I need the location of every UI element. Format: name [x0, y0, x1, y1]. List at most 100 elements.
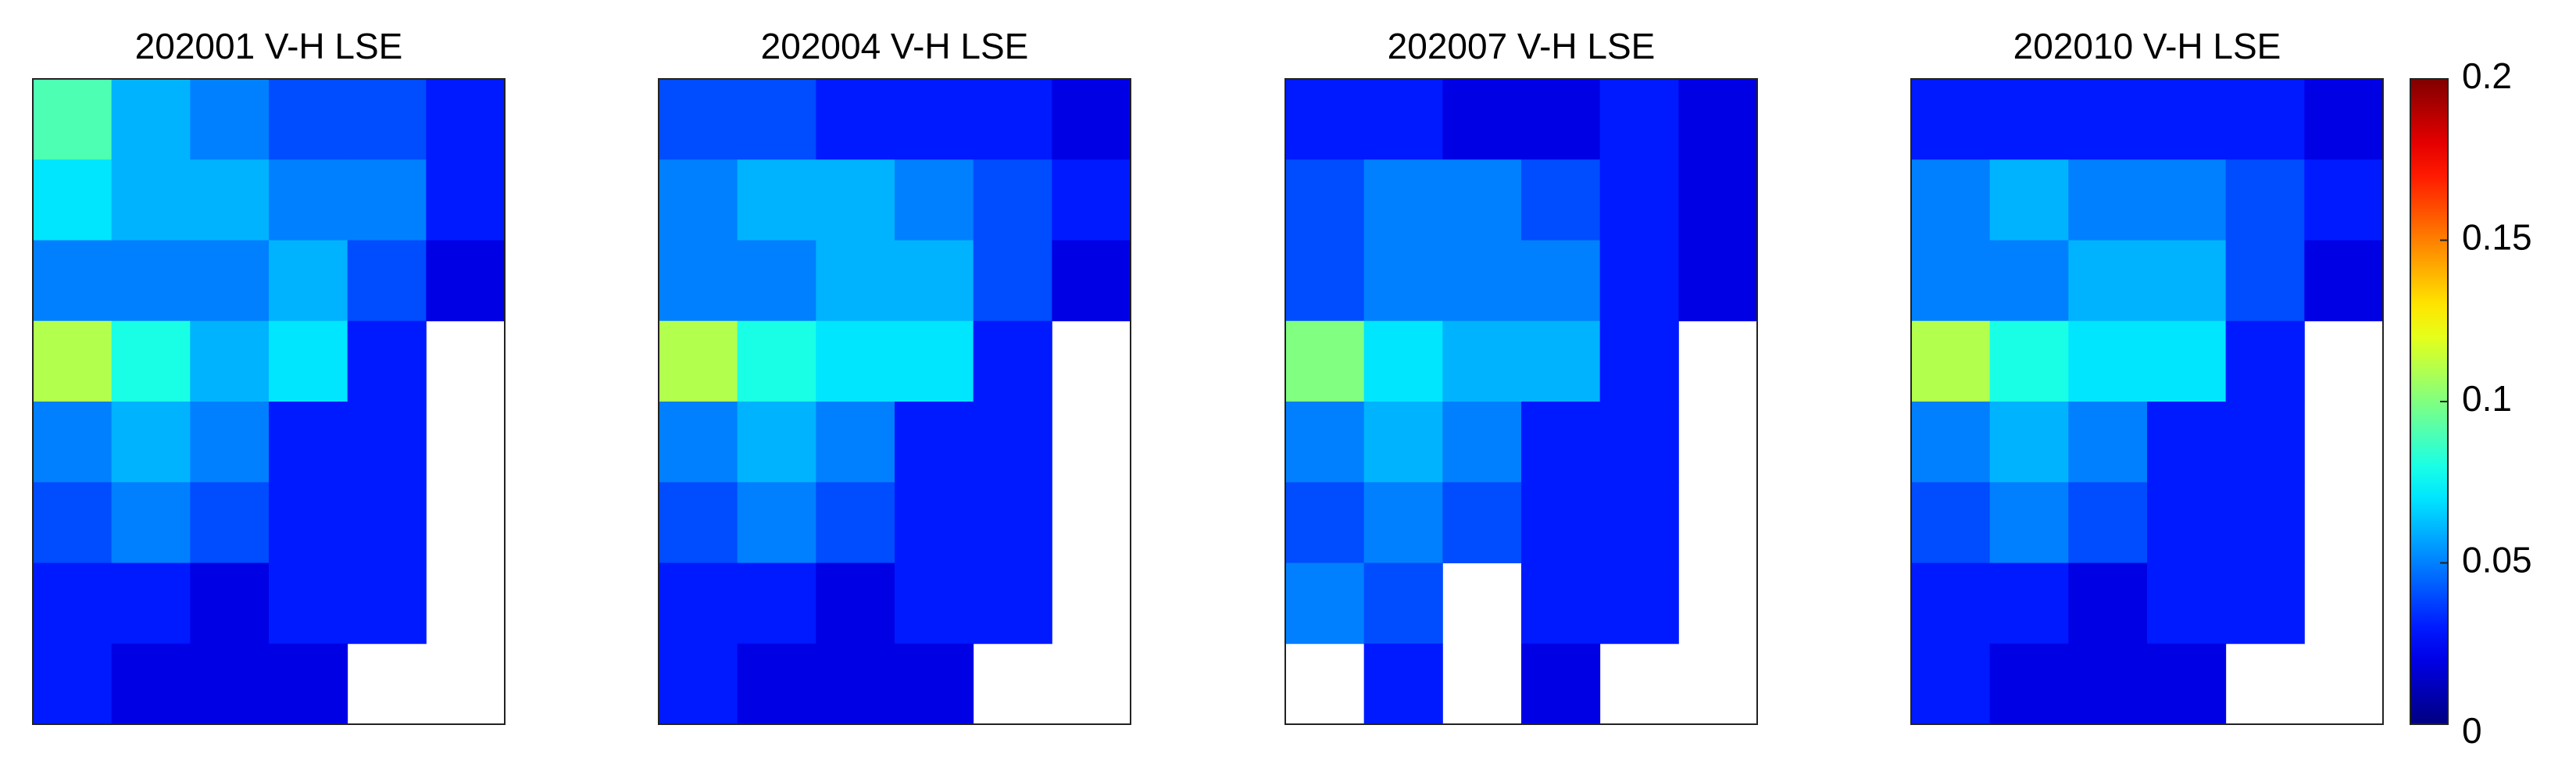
heatmap-cell	[1521, 240, 1601, 322]
heatmap-cell	[659, 240, 738, 322]
panel-title: 202001 V-H LSE	[135, 26, 403, 66]
heatmap-cell	[816, 320, 895, 402]
heatmap-cell	[347, 159, 427, 241]
heatmap-cell	[2147, 240, 2227, 322]
heatmap-cell	[347, 79, 427, 160]
heatmap-cell	[1911, 643, 1991, 725]
heatmap-cell	[1678, 159, 1758, 241]
heatmap-cell	[895, 79, 974, 160]
heatmap-cell	[1285, 402, 1365, 483]
heatmap-cell	[1052, 79, 1131, 160]
heatmap-cell	[2068, 482, 2148, 563]
heatmap-cell	[33, 482, 113, 563]
heatmap-cell	[269, 482, 348, 563]
heatmap-cell	[1442, 240, 1522, 322]
heatmap-cell	[1911, 482, 1991, 563]
heatmap-cell	[816, 159, 895, 241]
heatmap-cell	[1442, 402, 1522, 483]
heatmap-cell	[2068, 240, 2148, 322]
heatmap-cell	[816, 240, 895, 322]
heatmap-cell	[1989, 562, 2069, 645]
heatmap-cell	[2147, 79, 2227, 160]
heatmap-cell	[1599, 402, 1679, 483]
heatmap-cell	[347, 240, 427, 322]
heatmap-cell	[1989, 643, 2069, 725]
heatmap-cell	[2068, 79, 2148, 160]
heatmap-cell	[1521, 402, 1601, 483]
heatmap-cell	[2068, 562, 2148, 645]
heatmap-cell	[895, 320, 974, 402]
heatmap-cell	[895, 562, 974, 645]
heatmap-cell	[895, 482, 974, 563]
heatmap-cell	[895, 643, 974, 725]
heatmap-cell	[2225, 159, 2305, 241]
heatmap-cell	[1285, 240, 1365, 322]
heatmap-cell	[347, 402, 427, 483]
heatmap-cell	[2147, 159, 2227, 241]
heatmap-cell	[659, 159, 738, 241]
heatmap-cell	[111, 643, 191, 725]
heatmap-cell	[737, 402, 816, 483]
heatmap-cell	[2068, 320, 2148, 402]
heatmap-cell	[737, 159, 816, 241]
heatmap-cell	[973, 402, 1052, 483]
heatmap-cell	[2147, 402, 2227, 483]
heatmap-cell	[269, 643, 348, 725]
heatmap-cell	[1911, 159, 1991, 241]
heatmap-cell	[659, 402, 738, 483]
heatmap-cell	[737, 320, 816, 402]
heatmap-cell	[426, 159, 506, 241]
heatmap-cell	[1911, 402, 1991, 483]
heatmap-cell	[737, 562, 816, 645]
heatmap-cell	[1599, 79, 1679, 160]
heatmap-cell	[2147, 482, 2227, 563]
heatmap-cell	[2225, 402, 2305, 483]
heatmap-cell	[1363, 159, 1443, 241]
heatmap-cell	[2068, 402, 2148, 483]
heatmap-cell	[33, 159, 113, 241]
heatmap-cell	[111, 482, 191, 563]
heatmap-cell	[1521, 79, 1601, 160]
heatmap-cell	[111, 402, 191, 483]
heatmap-cell	[1521, 320, 1601, 402]
panel-frame	[658, 78, 1131, 725]
heatmap-cell	[1521, 643, 1601, 725]
heatmap-cell	[33, 320, 113, 402]
heatmap-cell	[190, 79, 270, 160]
heatmap-cell	[973, 79, 1052, 160]
heatmap-cell	[1363, 79, 1443, 160]
heatmap-cell	[1599, 240, 1679, 322]
heatmap-cell	[2225, 240, 2305, 322]
heatmap-cell	[269, 562, 348, 645]
heatmap-cell	[1052, 240, 1131, 322]
heatmap-cell	[1989, 79, 2069, 160]
heatmap-cell	[1363, 562, 1443, 645]
heatmap-cell	[2304, 240, 2384, 322]
panel-title: 202004 V-H LSE	[761, 26, 1029, 66]
heatmap-cell	[111, 240, 191, 322]
heatmap-cell	[190, 482, 270, 563]
heatmap-cell	[1989, 402, 2069, 483]
heatmap-cell	[1363, 482, 1443, 563]
heatmap-cell	[1911, 562, 1991, 645]
heatmap-cell	[895, 402, 974, 483]
heatmap-cell	[1989, 482, 2069, 563]
heatmap-cell	[895, 240, 974, 322]
heatmap-cell	[190, 402, 270, 483]
heatmap-cell	[1911, 79, 1991, 160]
heatmap-cell	[111, 159, 191, 241]
heatmap-cell	[973, 482, 1052, 563]
heatmap-cell	[1285, 562, 1365, 645]
panel-frame	[1284, 78, 1758, 725]
heatmap-cell	[33, 643, 113, 725]
heatmap-cell	[1599, 159, 1679, 241]
heatmap-cell	[816, 643, 895, 725]
heatmap-cell	[33, 240, 113, 322]
heatmap-cell	[2225, 320, 2305, 402]
heatmap-cell	[190, 320, 270, 402]
heatmap-cell	[2225, 79, 2305, 160]
heatmap-cell	[426, 240, 506, 322]
colorbar-tick-label: 0.2	[2462, 55, 2512, 96]
heatmap-cell	[1599, 482, 1679, 563]
heatmap-cell	[816, 562, 895, 645]
